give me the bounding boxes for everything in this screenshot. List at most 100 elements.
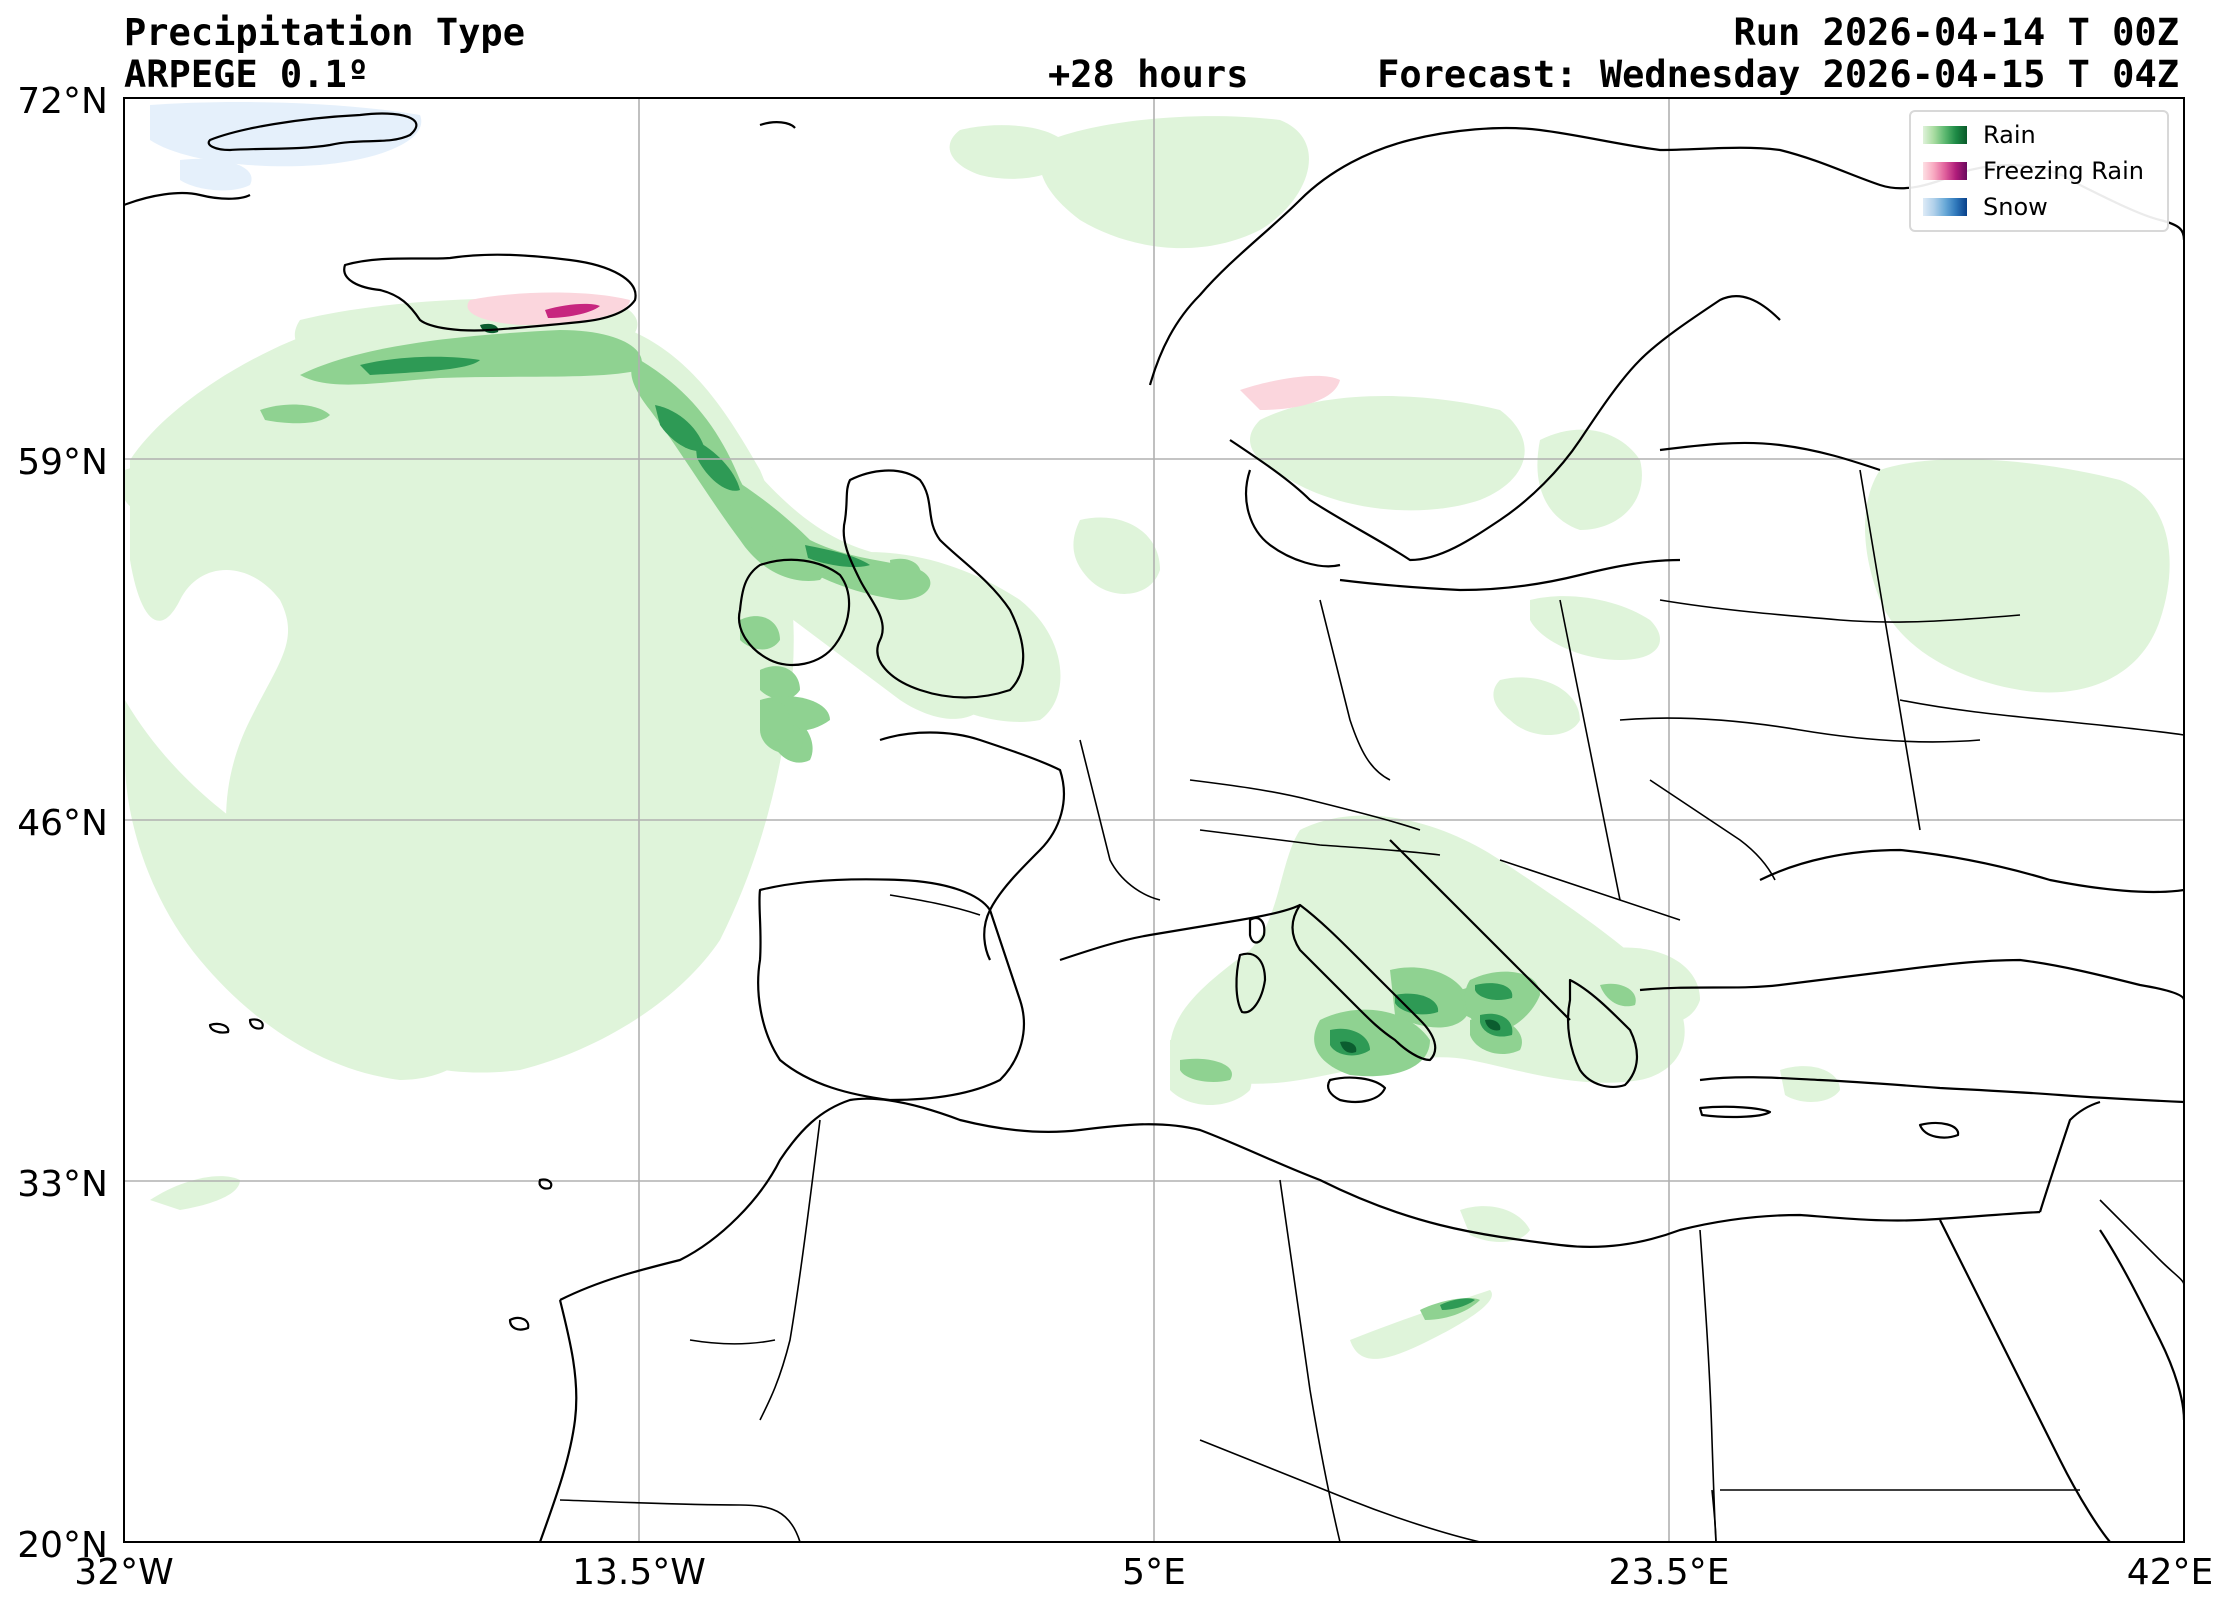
- uk-blob: [890, 558, 921, 582]
- iceland-coast: [343, 253, 637, 332]
- greece-coast: [1566, 978, 1638, 1088]
- border-central: [1189, 779, 1421, 831]
- lat-tick-46: 46°N: [17, 803, 108, 844]
- red-sea-coast: [1939, 1219, 2111, 1542]
- arctic-rain: [949, 125, 1070, 179]
- atlantic-rain-outer: [125, 700, 481, 1080]
- cyprus-coast: [1918, 1121, 1960, 1139]
- britain-coast: [842, 469, 1025, 699]
- north-africa-coast: [559, 1097, 2041, 1301]
- forecast-time: Forecast: Wednesday 2026-04-15 T 04Z: [1377, 53, 2179, 96]
- border-russia: [1859, 469, 1921, 831]
- graticule: [124, 98, 2184, 1542]
- sardinia-coast: [1235, 952, 1267, 1014]
- italy-mid: [1314, 1009, 1430, 1077]
- border-western-sahara: [689, 1339, 776, 1345]
- finland-gulf: [1659, 441, 1881, 472]
- canaries: [508, 1316, 530, 1331]
- azores-1: [208, 1022, 230, 1034]
- legend-swatch-snow: [1923, 198, 1967, 216]
- norway-freezing: [1240, 375, 1340, 410]
- balkans-rain: [1170, 815, 1685, 1084]
- azores-2: [248, 1018, 264, 1030]
- sweden-finland-coast: [1229, 295, 1781, 562]
- lon-tick-23e: 23.5°E: [1608, 1552, 1730, 1593]
- border-east: [1559, 599, 1621, 901]
- west-edge-rain: [125, 467, 166, 515]
- border-mali: [559, 1499, 801, 1542]
- legend-swatch-freezing-rain: [1923, 162, 1967, 180]
- uk-east-rain: [1073, 517, 1160, 594]
- freezing-rain-dark-layer: [545, 303, 600, 318]
- greece-darkest: [1485, 1019, 1501, 1031]
- coastlines: [124, 112, 2184, 1542]
- shetland-dark: [695, 440, 740, 491]
- map-title: Precipitation Type: [124, 11, 525, 54]
- baltic-south-coast: [1339, 558, 1681, 592]
- west-atlantic-mid: [260, 404, 330, 424]
- freezing-rain-layer: [467, 292, 1340, 410]
- legend-item-snow: Snow: [1923, 193, 2048, 221]
- run-time: Run 2026-04-14 T 00Z: [1733, 11, 2179, 54]
- border-se-europe: [1899, 699, 2184, 736]
- africa-atlantic-coast: [538, 1299, 578, 1542]
- border-egypt-sudan: [1711, 1489, 1717, 1542]
- lead-time: +28 hours: [1048, 53, 1249, 96]
- snow-layer: [150, 102, 422, 191]
- arabia-coast: [2099, 1229, 2184, 1421]
- calabria-dark: [1395, 993, 1439, 1015]
- mediterranean-north-coast: [1059, 904, 1301, 962]
- model-name: ARPEGE 0.1º: [124, 53, 370, 96]
- central-europe-rain: [1493, 677, 1580, 735]
- border-alps: [1199, 829, 1441, 856]
- atlantic-streaks: [150, 1176, 240, 1210]
- svalbard: [759, 121, 796, 129]
- faroe-dark: [655, 405, 705, 451]
- balkan-mid: [1600, 983, 1636, 1007]
- ireland-rain-mid: [740, 616, 780, 650]
- rain-light-layer: [125, 116, 2170, 1359]
- sicily-coast: [1326, 1076, 1387, 1104]
- italy-darkest: [1340, 1041, 1357, 1053]
- corsica-coast: [1248, 917, 1266, 944]
- border-de-pl: [1319, 599, 1391, 781]
- iceland-band-dark: [360, 356, 480, 375]
- border-fr-es: [889, 894, 981, 916]
- denmark-coast: [1245, 469, 1341, 568]
- border-fr-de: [1079, 739, 1161, 901]
- west-band-light: [198, 319, 994, 719]
- scotland-dark: [805, 545, 870, 568]
- black-sea-coast: [1759, 848, 2184, 894]
- norway-sea-rain: [1040, 116, 1309, 249]
- border-algeria-libya: [1279, 1179, 1341, 1542]
- legend: Rain Freezing Rain Snow: [1909, 110, 2169, 232]
- border-ukraine: [1619, 717, 1981, 743]
- legend-item-rain: Rain: [1923, 121, 2036, 149]
- turkey-coast: [1639, 958, 2184, 1001]
- legend-item-freezing-rain: Freezing Rain: [1923, 157, 2144, 185]
- lat-tick-33: 33°N: [17, 1164, 108, 1205]
- border-middle-east: [2099, 1199, 2184, 1286]
- border-belarus: [1659, 599, 2021, 623]
- greenland-snow: [150, 102, 422, 167]
- ireland-coast: [737, 558, 851, 667]
- iceland-freezing: [467, 292, 630, 325]
- mid-atlantic-streak: [520, 1009, 600, 1047]
- scandinavia-rain: [1250, 396, 1525, 511]
- country-borders: [559, 469, 2184, 1542]
- ireland-west-mid: [760, 666, 800, 700]
- baltic-rain: [1537, 429, 1642, 530]
- lon-tick-5e: 5°E: [1122, 1552, 1186, 1593]
- lon-tick-13w: 13.5°W: [572, 1552, 706, 1593]
- lon-tick-42e: 42°E: [2126, 1552, 2214, 1593]
- adriatic-dark: [1475, 983, 1513, 1001]
- lat-tick-59: 59°N: [17, 442, 108, 483]
- legend-label-snow: Snow: [1983, 193, 2048, 221]
- madeira: [538, 1178, 553, 1190]
- iberia-coast: [757, 878, 1025, 1102]
- legend-label-rain: Rain: [1983, 121, 2036, 149]
- iceland-freezing-dark: [545, 303, 600, 318]
- sardinia-blob: [768, 710, 794, 741]
- scotland-band-mid: [700, 460, 931, 600]
